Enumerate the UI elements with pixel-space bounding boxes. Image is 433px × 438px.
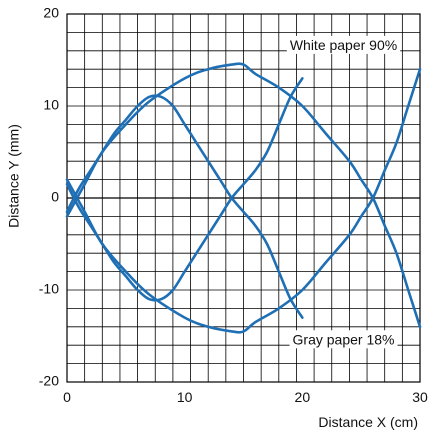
y-tick-label: 0 [51, 189, 59, 205]
y-axis-title: Distance Y (mm) [6, 124, 22, 228]
x-tick-label: 0 [63, 389, 71, 405]
x-tick-label: 20 [295, 389, 311, 405]
annotation-label: White paper 90% [290, 37, 397, 53]
annotation-label: Gray paper 18% [293, 331, 395, 347]
plot-border [66, 13, 421, 383]
y-tick-label: 20 [43, 5, 59, 21]
x-tick-label: 10 [177, 389, 193, 405]
y-tick-label: -20 [39, 373, 59, 389]
series-line-3 [65, 67, 422, 334]
annotation-background [289, 330, 398, 349]
x-axis-title: Distance X (cm) [318, 414, 418, 430]
y-tick-label: -10 [39, 281, 59, 297]
annotation-background [286, 35, 401, 54]
series-line-1 [65, 62, 422, 329]
series-line-4 [65, 94, 304, 319]
x-tick-label: 30 [412, 389, 428, 405]
y-tick-label: 10 [43, 97, 59, 113]
